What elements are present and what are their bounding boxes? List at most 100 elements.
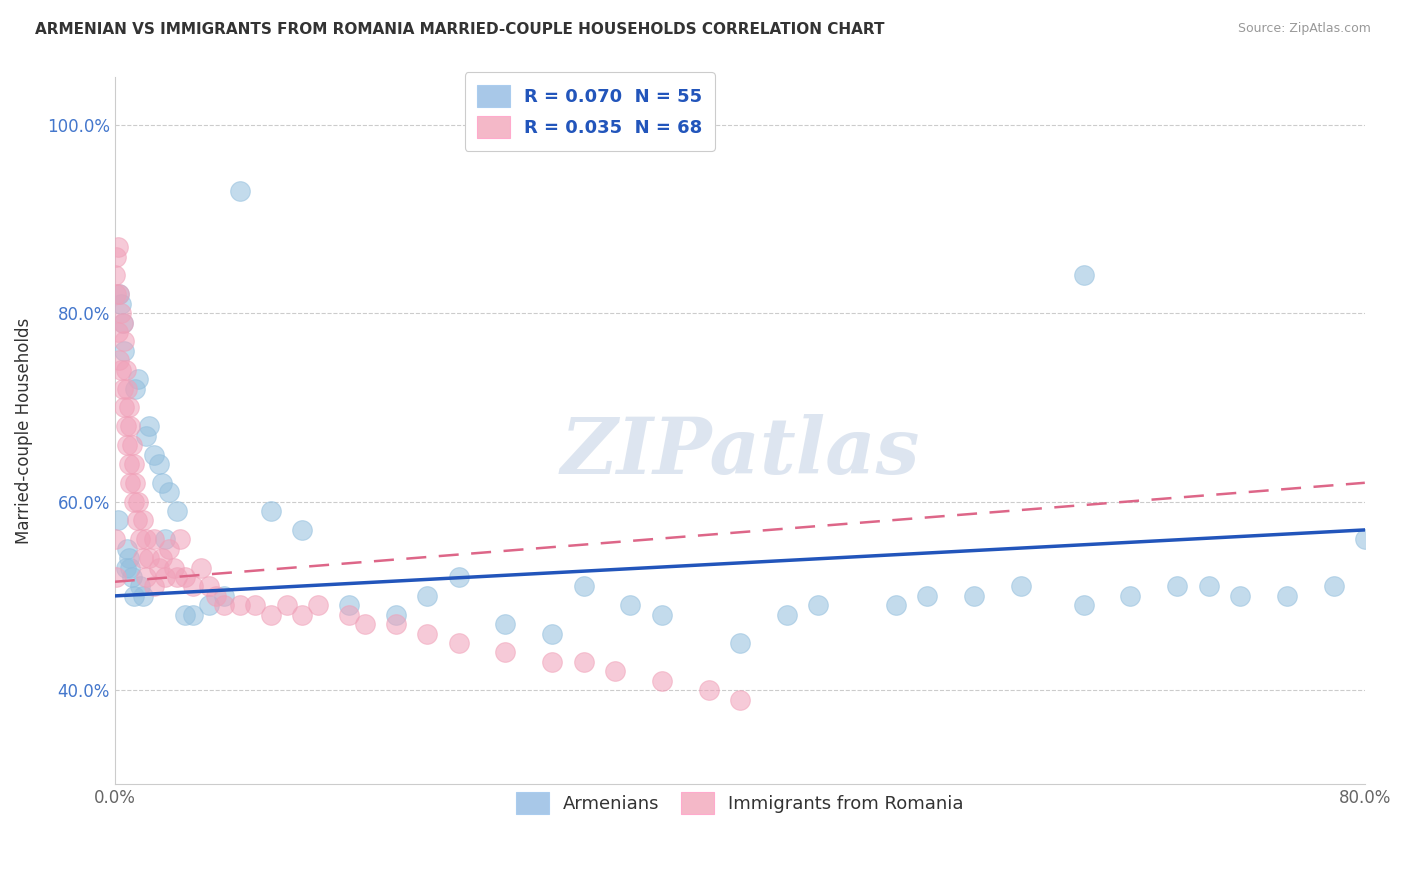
Point	[138, 419, 160, 434]
Point	[229, 599, 252, 613]
Point	[125, 514, 148, 528]
Point	[651, 673, 673, 688]
Point	[166, 504, 188, 518]
Point	[197, 579, 219, 593]
Point	[112, 334, 135, 349]
Point	[163, 560, 186, 574]
Point	[127, 372, 149, 386]
Point	[105, 287, 128, 301]
Point	[174, 607, 197, 622]
Point	[111, 382, 134, 396]
Point	[385, 607, 408, 622]
Text: ZIPatlas: ZIPatlas	[560, 414, 920, 491]
Point	[153, 570, 176, 584]
Point	[494, 645, 516, 659]
Point	[117, 541, 139, 556]
Point	[132, 551, 155, 566]
Point	[728, 692, 751, 706]
Point	[150, 551, 173, 566]
Point	[104, 533, 127, 547]
Point	[1322, 579, 1344, 593]
Point	[138, 551, 160, 566]
Point	[120, 419, 142, 434]
Point	[181, 607, 204, 622]
Point	[122, 589, 145, 603]
Text: ARMENIAN VS IMMIGRANTS FROM ROMANIA MARRIED-COUPLE HOUSEHOLDS CORRELATION CHART: ARMENIAN VS IMMIGRANTS FROM ROMANIA MARR…	[35, 22, 884, 37]
Point	[1166, 579, 1188, 593]
Y-axis label: Married-couple Households: Married-couple Households	[15, 318, 32, 544]
Point	[353, 617, 375, 632]
Point	[884, 599, 907, 613]
Legend: Armenians, Immigrants from Romania: Armenians, Immigrants from Romania	[505, 781, 974, 825]
Point	[245, 599, 267, 613]
Point	[651, 607, 673, 622]
Point	[494, 617, 516, 632]
Point	[776, 607, 799, 622]
Point	[1073, 268, 1095, 283]
Point	[153, 533, 176, 547]
Point	[118, 457, 141, 471]
Point	[1229, 589, 1251, 603]
Point	[107, 240, 129, 254]
Point	[1354, 533, 1376, 547]
Point	[114, 560, 136, 574]
Point	[697, 683, 720, 698]
Point	[166, 570, 188, 584]
Point	[120, 560, 142, 574]
Point	[603, 665, 626, 679]
Point	[150, 475, 173, 490]
Point	[110, 296, 132, 310]
Point	[229, 184, 252, 198]
Point	[1119, 589, 1142, 603]
Point	[541, 655, 564, 669]
Point	[127, 494, 149, 508]
Point	[169, 533, 191, 547]
Point	[212, 589, 235, 603]
Point	[105, 570, 128, 584]
Point	[963, 589, 986, 603]
Point	[276, 599, 298, 613]
Point	[541, 626, 564, 640]
Point	[111, 316, 134, 330]
Point	[190, 560, 212, 574]
Point	[132, 589, 155, 603]
Point	[619, 599, 641, 613]
Point	[111, 316, 134, 330]
Point	[572, 655, 595, 669]
Point	[447, 570, 470, 584]
Point	[108, 287, 131, 301]
Point	[337, 599, 360, 613]
Point	[1073, 599, 1095, 613]
Point	[142, 533, 165, 547]
Point	[128, 579, 150, 593]
Point	[120, 475, 142, 490]
Point	[385, 617, 408, 632]
Point	[132, 514, 155, 528]
Point	[1010, 579, 1032, 593]
Point	[159, 541, 181, 556]
Point	[118, 401, 141, 415]
Point	[148, 457, 170, 471]
Point	[917, 589, 939, 603]
Point	[416, 626, 439, 640]
Point	[114, 419, 136, 434]
Point	[181, 579, 204, 593]
Point	[117, 438, 139, 452]
Point	[112, 401, 135, 415]
Point	[148, 560, 170, 574]
Point	[104, 268, 127, 283]
Point	[107, 514, 129, 528]
Point	[121, 438, 143, 452]
Point	[124, 475, 146, 490]
Point	[121, 570, 143, 584]
Point	[291, 607, 314, 622]
Point	[174, 570, 197, 584]
Point	[205, 589, 228, 603]
Point	[447, 636, 470, 650]
Text: Source: ZipAtlas.com: Source: ZipAtlas.com	[1237, 22, 1371, 36]
Point	[107, 325, 129, 339]
Point	[117, 382, 139, 396]
Point	[135, 533, 157, 547]
Point	[122, 457, 145, 471]
Point	[307, 599, 329, 613]
